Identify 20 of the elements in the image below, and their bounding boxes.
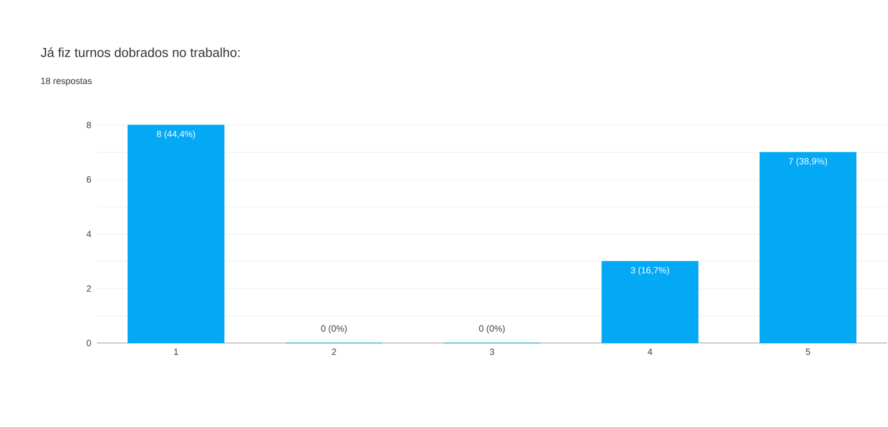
y-tick-label: 2 — [86, 285, 91, 292]
x-tick-label: 2 — [332, 348, 336, 355]
data-label: 8 (44,4%) — [156, 130, 195, 139]
y-tick-label: 4 — [86, 230, 92, 238]
bar — [128, 124, 224, 344]
data-label: 7 (38,9%) — [788, 158, 827, 166]
x-tick-label: 4 — [648, 348, 652, 355]
x-tick-label: 3 — [490, 348, 494, 356]
bar — [760, 152, 856, 344]
data-label: 3 (16,7%) — [630, 266, 669, 276]
x-tick-label: 5 — [806, 348, 810, 355]
y-tick-label: 8 — [86, 122, 91, 128]
data-label: 0 (0%) — [321, 325, 347, 334]
y-tick-label: 0 — [86, 340, 91, 346]
y-tick-label: 6 — [86, 176, 91, 183]
bar — [602, 261, 698, 344]
chart-subtitle: 18 respostas — [41, 78, 92, 86]
x-tick-label: 1 — [174, 348, 178, 355]
chart-title: Já fiz turnos dobrados no trabalho: — [40, 47, 240, 58]
data-label: 0 (0%) — [479, 325, 505, 334]
